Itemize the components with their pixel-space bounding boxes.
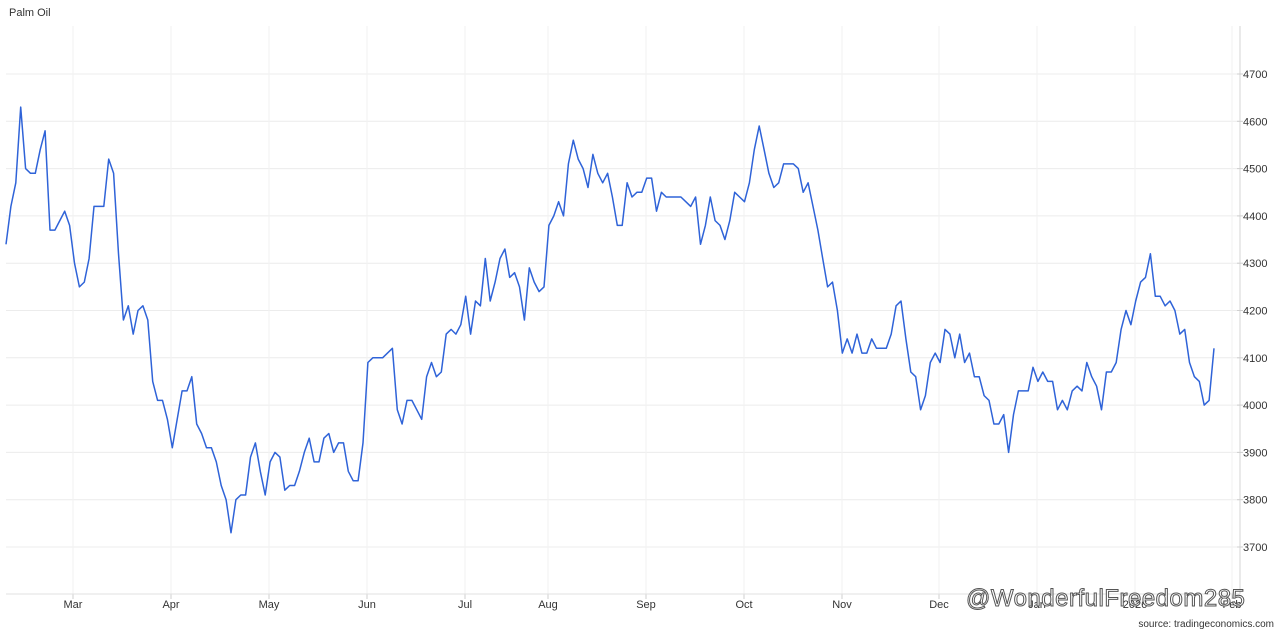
series-line-0 [5, 106, 1215, 534]
x-tick-label: Dec [929, 599, 949, 611]
y-tick-label: 4700 [1243, 69, 1267, 81]
x-tick-label: May [259, 599, 280, 611]
x-tick-label: Oct [735, 599, 752, 611]
watermark: @WonderfulFreedom285 [965, 585, 1246, 613]
y-tick-labels: 3700 3800 3900 4000 4100 4200 4300 4400 4500 4600… [1243, 69, 1267, 554]
x-tick-label: Jul [458, 599, 472, 611]
y-tick-label: 4100 [1243, 353, 1267, 365]
x-tick-labels: Mar Apr May Jun Jul Aug Sep Oct Nov Dec Jan 2026 Feb [64, 599, 1242, 611]
x-tick-label: Sep [636, 599, 656, 611]
x-tick-label: Jun [358, 599, 376, 611]
gridlines [6, 26, 1240, 594]
chart-title: Palm Oil [9, 7, 51, 19]
x-tick-label: Nov [832, 599, 852, 611]
series-layer [5, 106, 1215, 534]
y-tick-label: 3800 [1243, 495, 1267, 507]
x-tick-label: Jan [1028, 599, 1046, 611]
x-tick-label: Apr [162, 599, 179, 611]
y-tick-label: 4400 [1243, 211, 1267, 223]
x-tick-label: Mar [64, 599, 83, 611]
y-tick-label: 3900 [1243, 447, 1267, 459]
y-tick-label: 4500 [1243, 164, 1267, 176]
y-tick-label: 4000 [1243, 400, 1267, 412]
x-tick-label: Feb [1223, 599, 1242, 611]
y-tick-label: 3700 [1243, 542, 1267, 554]
x-tick-label: Aug [538, 599, 558, 611]
y-tick-label: 4200 [1243, 306, 1267, 318]
axes [6, 26, 1243, 599]
y-tick-label: 4600 [1243, 116, 1267, 128]
x-tick-label: 2026 [1123, 599, 1147, 611]
y-tick-label: 4300 [1243, 258, 1267, 270]
source-text: source: tradingeconomics.com [1138, 619, 1274, 630]
